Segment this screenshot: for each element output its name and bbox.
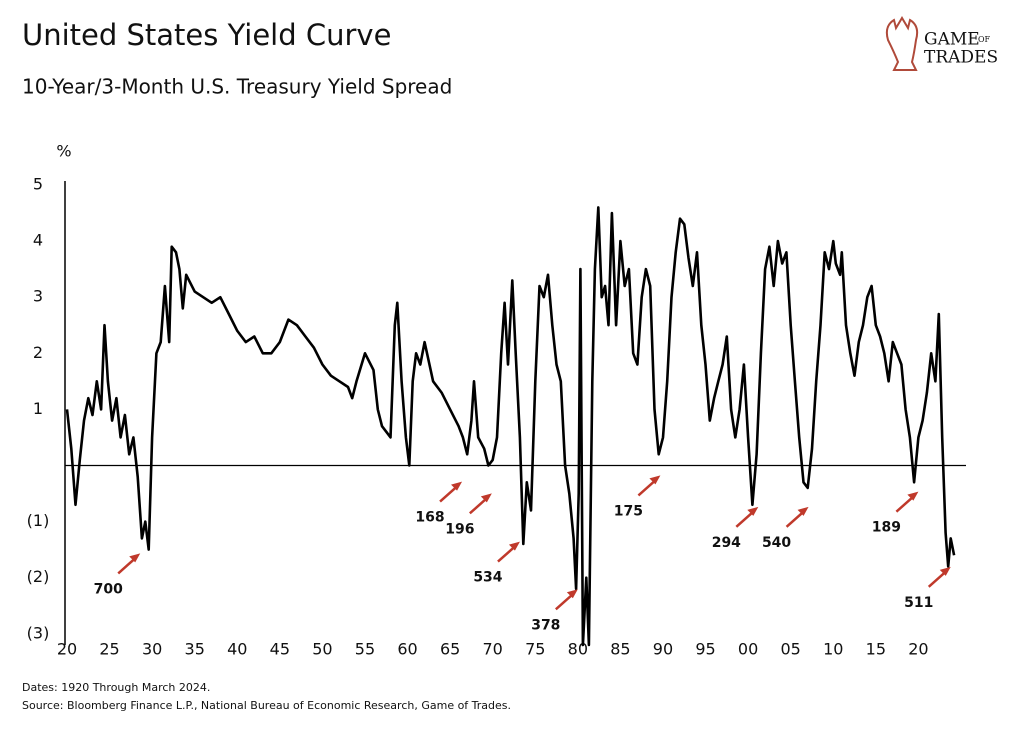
x-tick-label: 15	[866, 640, 886, 659]
logo: GAME OF TRADES	[885, 16, 998, 71]
annotation-arrowhead	[566, 589, 578, 599]
y-tick-label: (3)	[27, 623, 50, 642]
x-tick-label: 30	[142, 640, 162, 659]
annotation-label: 700	[94, 581, 123, 597]
x-tick-label: 25	[99, 640, 119, 659]
note: Dates: 1920 Through March 2024.	[22, 681, 210, 694]
x-tick-label: 55	[355, 640, 375, 659]
annotation-label: 168	[415, 510, 444, 526]
annotation-arrowhead	[939, 566, 951, 576]
annotation-arrowhead	[797, 506, 809, 516]
annotation-label: 294	[712, 535, 741, 551]
logo-text: TRADES	[924, 48, 998, 68]
logo-icon	[885, 16, 919, 71]
annotation-arrowhead	[747, 506, 759, 516]
x-tick-label: 95	[695, 640, 715, 659]
x-tick-label: 80	[568, 640, 588, 659]
annotation-arrowhead	[649, 475, 661, 485]
annotation-arrowhead	[451, 481, 463, 491]
annotation-arrowhead	[480, 493, 492, 503]
annotation-arrowhead	[508, 541, 520, 551]
annotation-label: 175	[614, 503, 643, 519]
x-tick-label: 85	[610, 640, 630, 659]
x-tick-label: 00	[738, 640, 758, 659]
x-tick-label: 40	[227, 640, 247, 659]
x-tick-label: 05	[781, 640, 801, 659]
x-tick-label: 65	[440, 640, 460, 659]
y-tick-label: (1)	[27, 511, 50, 530]
annotation-label: 540	[762, 535, 791, 551]
y-tick-label: 1	[33, 399, 43, 418]
annotation-label: 534	[473, 570, 502, 586]
x-tick-label: 20	[908, 640, 928, 659]
x-tick-label: 50	[312, 640, 332, 659]
x-tick-label: 45	[270, 640, 290, 659]
annotation-label: 378	[531, 617, 560, 633]
spread-line	[65, 206, 956, 647]
y-tick-label: (2)	[27, 567, 50, 586]
y-tick-label: 3	[33, 287, 43, 306]
x-tick-label: 60	[397, 640, 417, 659]
annotation-arrowhead	[907, 491, 919, 501]
chart-title: United States Yield Curve	[22, 18, 391, 52]
chart-subtitle: 10-Year/3-Month U.S. Treasury Yield Spre…	[22, 75, 452, 99]
annotation-arrowhead	[129, 553, 141, 563]
logo-text: OF	[978, 35, 991, 44]
y-tick-label: 2	[33, 343, 43, 362]
y-tick-label: 4	[33, 231, 43, 250]
annotation-label: 189	[872, 520, 901, 536]
x-tick-label: 10	[823, 640, 843, 659]
y-axis-label: %	[56, 142, 71, 161]
x-tick-label: 20	[57, 640, 77, 659]
x-tick-label: 70	[483, 640, 503, 659]
logo-text: GAME	[924, 30, 980, 50]
annotation-label: 511	[904, 595, 933, 611]
x-tick-label: 90	[653, 640, 673, 659]
note: Source: Bloomberg Finance L.P., National…	[22, 699, 511, 712]
x-tick-label: 35	[185, 640, 205, 659]
annotation-label: 196	[445, 521, 474, 537]
x-tick-label: 75	[525, 640, 545, 659]
y-tick-label: 5	[33, 175, 43, 194]
